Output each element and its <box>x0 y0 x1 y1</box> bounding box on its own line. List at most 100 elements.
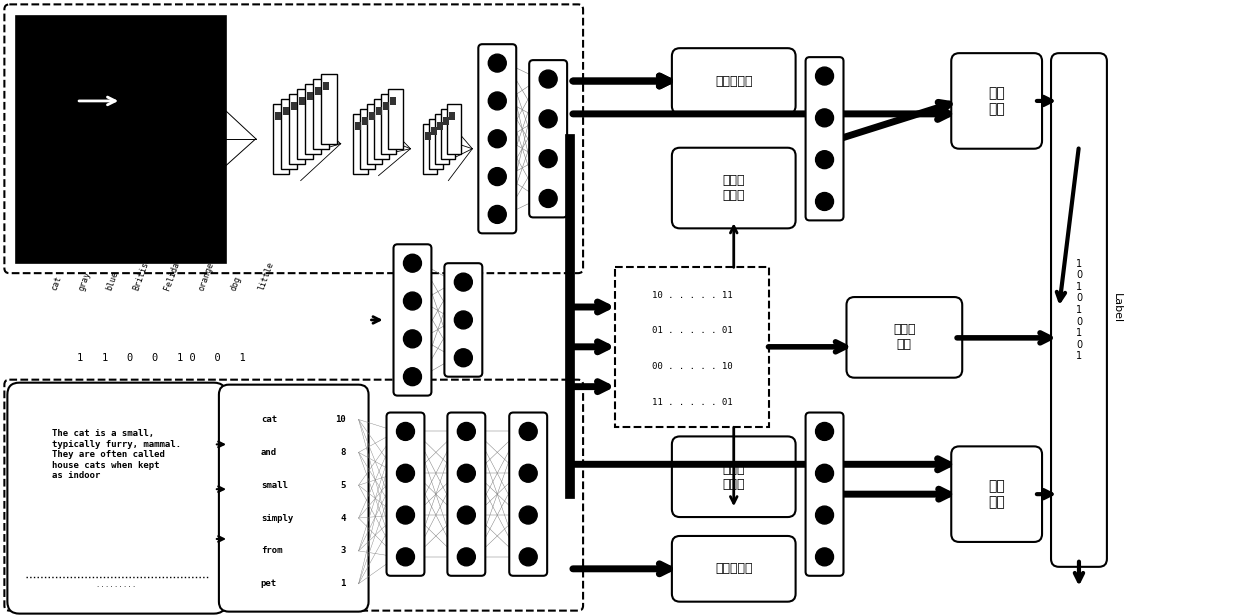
Circle shape <box>488 54 507 72</box>
Circle shape <box>457 464 476 482</box>
Bar <box>383 102 389 110</box>
Bar <box>450 112 456 120</box>
Text: British: British <box>131 256 152 292</box>
Text: from: from <box>260 546 282 556</box>
Circle shape <box>539 150 558 168</box>
Text: The cat is a small,
typically furry, mammal.
They are often called
house cats wh: The cat is a small, typically furry, mam… <box>52 429 181 480</box>
Bar <box>425 132 431 140</box>
Text: 8: 8 <box>341 448 346 457</box>
Text: orange: orange <box>197 261 216 292</box>
Bar <box>361 109 375 169</box>
Text: 4: 4 <box>341 514 346 522</box>
Text: cat: cat <box>260 415 278 424</box>
Text: 10 . . . . . 11: 10 . . . . . 11 <box>652 291 732 299</box>
Circle shape <box>396 423 415 440</box>
Text: 分类
损失: 分类 损失 <box>989 86 1005 116</box>
FancyBboxPatch shape <box>952 447 1042 542</box>
Circle shape <box>488 92 507 110</box>
Circle shape <box>815 423 834 440</box>
Bar <box>435 114 450 164</box>
Bar <box>424 124 437 174</box>
Circle shape <box>404 254 421 272</box>
Circle shape <box>396 464 415 482</box>
Circle shape <box>519 423 538 440</box>
Circle shape <box>457 423 476 440</box>
FancyBboxPatch shape <box>7 383 225 614</box>
Text: gray: gray <box>77 270 92 292</box>
Circle shape <box>457 548 476 566</box>
Bar <box>275 112 281 120</box>
Circle shape <box>815 464 834 482</box>
Text: 1
0
1
0
1
0
1
0
1: 1 0 1 0 1 0 1 0 1 <box>1075 259 1082 362</box>
Circle shape <box>457 506 476 524</box>
Bar <box>444 117 450 125</box>
Text: pet: pet <box>260 579 278 588</box>
FancyBboxPatch shape <box>1051 53 1106 567</box>
Text: 11 . . . . . 01: 11 . . . . . 01 <box>652 398 732 407</box>
Bar <box>281 99 296 169</box>
Circle shape <box>539 70 558 88</box>
Circle shape <box>404 292 421 310</box>
Bar <box>273 104 289 174</box>
Bar <box>441 109 456 159</box>
Bar <box>353 114 368 174</box>
FancyBboxPatch shape <box>952 53 1042 148</box>
Circle shape <box>815 193 834 211</box>
FancyBboxPatch shape <box>805 57 844 221</box>
Circle shape <box>519 464 538 482</box>
Bar <box>282 107 289 115</box>
FancyBboxPatch shape <box>672 48 795 114</box>
Bar <box>296 89 312 159</box>
Text: 语义特
征损失: 语义特 征损失 <box>722 174 745 202</box>
Circle shape <box>815 151 834 169</box>
Circle shape <box>815 109 834 127</box>
Text: Label: Label <box>1111 293 1121 323</box>
Bar <box>16 16 225 263</box>
Circle shape <box>488 206 507 224</box>
Bar <box>437 122 444 130</box>
Circle shape <box>404 330 421 348</box>
FancyBboxPatch shape <box>447 413 486 576</box>
Bar <box>322 82 328 90</box>
FancyBboxPatch shape <box>805 413 844 576</box>
FancyBboxPatch shape <box>387 413 425 576</box>
Circle shape <box>539 110 558 128</box>
Bar <box>305 84 321 154</box>
Circle shape <box>815 548 834 566</box>
FancyBboxPatch shape <box>672 148 795 229</box>
Bar <box>289 94 305 164</box>
Text: 5: 5 <box>341 480 346 490</box>
FancyBboxPatch shape <box>529 60 567 217</box>
Text: cat: cat <box>50 275 63 292</box>
Text: 1: 1 <box>341 579 346 588</box>
Text: simply: simply <box>260 514 294 522</box>
Text: 3: 3 <box>341 546 346 556</box>
Bar <box>382 94 396 154</box>
Bar <box>312 79 328 148</box>
Bar <box>356 122 361 130</box>
Text: small: small <box>260 480 287 490</box>
Bar <box>369 112 375 120</box>
Bar <box>367 104 382 164</box>
FancyBboxPatch shape <box>478 44 517 233</box>
Circle shape <box>396 548 415 566</box>
Bar <box>362 117 368 125</box>
Text: 00 . . . . . 10: 00 . . . . . 10 <box>652 362 732 371</box>
Text: Felidae: Felidae <box>162 256 183 292</box>
Bar <box>390 97 396 105</box>
Text: 跨模态
损失: 跨模态 损失 <box>893 323 916 351</box>
Circle shape <box>488 130 507 148</box>
Circle shape <box>455 349 472 367</box>
Bar <box>307 92 312 100</box>
FancyBboxPatch shape <box>672 536 795 602</box>
FancyBboxPatch shape <box>672 436 795 517</box>
Bar <box>388 89 403 148</box>
Text: 语义特
征损失: 语义特 征损失 <box>722 463 745 491</box>
FancyBboxPatch shape <box>509 413 548 576</box>
Bar <box>291 102 296 110</box>
FancyBboxPatch shape <box>846 297 963 378</box>
Text: blue: blue <box>104 270 120 292</box>
Text: 01 . . . . . 01: 01 . . . . . 01 <box>652 326 732 335</box>
Bar <box>315 87 321 95</box>
Text: dog: dog <box>229 275 243 292</box>
